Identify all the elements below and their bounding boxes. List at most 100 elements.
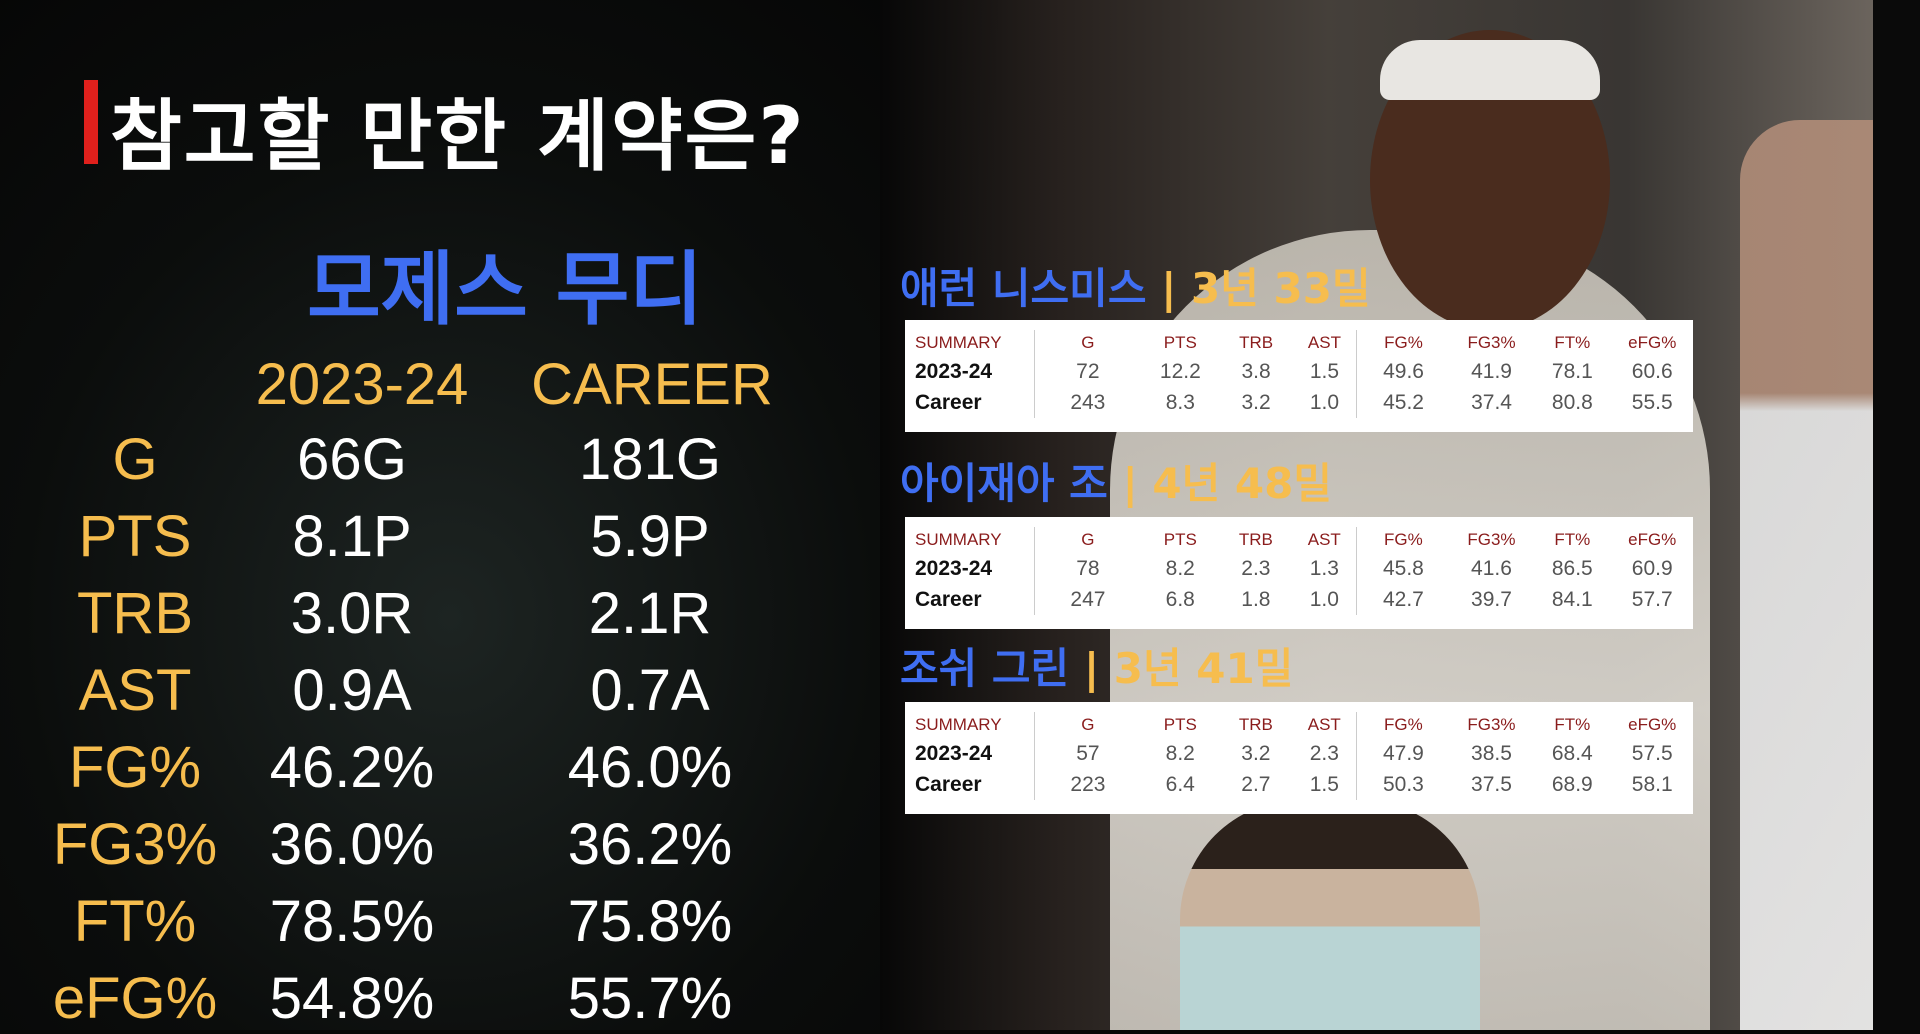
column-header: FT% (1554, 333, 1591, 352)
column-header: PTS (1163, 715, 1197, 734)
column-header: SUMMARY (905, 712, 1035, 738)
stat-label: FG3% (52, 812, 218, 877)
stat-career: 0.7A (590, 658, 710, 723)
title-accent-bar (84, 80, 98, 164)
main-player-name: 모제스 무디 (307, 243, 703, 336)
table-cell: 42.7 (1382, 587, 1424, 611)
column-header: FG% (1384, 715, 1423, 734)
table-cell: 39.7 (1471, 587, 1512, 611)
table-cell: 1.0 (1292, 584, 1358, 615)
column-header: FG3% (1467, 715, 1516, 734)
table-cell: 58.1 (1631, 772, 1673, 796)
stat-season: 36.0% (269, 812, 435, 877)
table-cell: 78.1 (1551, 359, 1593, 383)
stat-season: 3.0R (290, 581, 414, 646)
column-header: SUMMARY (905, 330, 1035, 356)
table-cell: 47.9 (1382, 741, 1424, 765)
table-cell: 41.6 (1471, 556, 1512, 580)
stat-season: 8.1P (292, 504, 412, 569)
table-cell: Career (905, 584, 1035, 615)
table-cell: 8.3 (1165, 390, 1195, 414)
column-header: eFG% (1628, 530, 1677, 549)
table-cell: 41.9 (1471, 359, 1512, 383)
column-header: G (1081, 333, 1095, 352)
table-cell: 57.5 (1631, 741, 1673, 765)
table-cell: 1.5 (1292, 769, 1358, 800)
table-cell: 2023-24 (905, 356, 1035, 387)
table-cell: 78 (1076, 556, 1100, 580)
player-name: 아이재아 조 (900, 459, 1108, 508)
column-header: eFG% (1628, 715, 1677, 734)
column-header: PTS (1163, 333, 1197, 352)
background-left (0, 0, 1000, 1030)
column-header: SUMMARY (905, 527, 1035, 553)
comparison-heading: 아이재아 조 | 4년 48밀 (900, 450, 1332, 511)
stat-season: 54.8% (269, 966, 435, 1031)
column-header-career: CAREER (531, 352, 773, 417)
stat-season: 0.9A (292, 658, 412, 723)
table-cell: 8.2 (1165, 556, 1195, 580)
table-cell: 68.4 (1551, 741, 1593, 765)
column-header: AST (1292, 712, 1358, 738)
column-header: AST (1292, 527, 1358, 553)
table-cell: 45.8 (1382, 556, 1424, 580)
column-header: FG3% (1467, 333, 1516, 352)
column-header: TRB (1238, 715, 1273, 734)
table-cell: 6.4 (1165, 772, 1195, 796)
table-cell: 247 (1070, 587, 1106, 611)
stat-season: 46.2% (269, 735, 435, 800)
column-header: G (1081, 715, 1095, 734)
table-row: Career 247 6.8 1.8 1.0 42.7 39.7 84.1 57.7 (905, 584, 1693, 615)
column-header: FG% (1384, 530, 1423, 549)
table-header-row: SUMMARY G PTS TRB AST FG% FG3% FT% eFG% (905, 712, 1693, 738)
table-cell: 3.8 (1241, 359, 1271, 383)
stat-career: 5.9P (590, 504, 710, 569)
headband-image (1380, 40, 1600, 100)
table-cell: 2.3 (1241, 556, 1271, 580)
stat-career: 75.8% (567, 889, 733, 954)
table-header-row: SUMMARY G PTS TRB AST FG% FG3% FT% eFG% (905, 330, 1693, 356)
table-cell: 2023-24 (905, 738, 1035, 769)
table-cell: 37.4 (1471, 390, 1512, 414)
stat-season: 66G (297, 427, 407, 492)
stat-label: FG% (68, 735, 202, 800)
table-cell: 2.3 (1292, 738, 1358, 769)
table-header-row: SUMMARY G PTS TRB AST FG% FG3% FT% eFG% (905, 527, 1693, 553)
table-cell: 50.3 (1382, 772, 1424, 796)
column-header: TRB (1238, 530, 1273, 549)
stat-label: FT% (73, 889, 197, 954)
table-cell: 2.7 (1241, 772, 1271, 796)
column-header: AST (1292, 330, 1358, 356)
table-cell: 223 (1070, 772, 1106, 796)
stat-label: G (112, 427, 158, 492)
table-cell: 86.5 (1551, 556, 1593, 580)
table-cell: 55.5 (1631, 390, 1673, 414)
stat-label: TRB (77, 581, 193, 646)
table-cell: 1.3 (1292, 553, 1358, 584)
column-header: G (1081, 530, 1095, 549)
table-cell: 1.8 (1241, 587, 1271, 611)
stat-label: PTS (78, 504, 192, 569)
table-cell: 60.6 (1631, 359, 1673, 383)
table-row: 2023-24 72 12.2 3.8 1.5 49.6 41.9 78.1 60.6 (905, 356, 1693, 387)
column-header: FT% (1554, 715, 1591, 734)
table-cell: 1.0 (1292, 387, 1358, 418)
table-cell: 6.8 (1165, 587, 1195, 611)
stats-table: SUMMARY G PTS TRB AST FG% FG3% FT% eFG% 2023-24 78… (905, 517, 1693, 629)
table-cell: 60.9 (1631, 556, 1673, 580)
table-cell: 84.1 (1551, 587, 1593, 611)
table-cell: 80.8 (1551, 390, 1593, 414)
stat-career: 181G (579, 427, 721, 492)
contract-terms: | 3년 41밀 (1083, 644, 1294, 693)
table-cell: 72 (1076, 359, 1100, 383)
stat-label: AST (78, 658, 192, 723)
stats-table: SUMMARY G PTS TRB AST FG% FG3% FT% eFG% 2023-24 72… (905, 320, 1693, 432)
table-cell: 8.2 (1165, 741, 1195, 765)
presenter-image (1180, 800, 1480, 1030)
contract-terms: | 3년 33밀 (1161, 264, 1371, 313)
table-cell: 3.2 (1241, 741, 1271, 765)
contract-terms: | 4년 48밀 (1122, 459, 1332, 508)
player-name: 애런 니스미스 (900, 264, 1147, 313)
stat-label: eFG% (52, 966, 218, 1031)
table-cell: 57.7 (1631, 587, 1673, 611)
